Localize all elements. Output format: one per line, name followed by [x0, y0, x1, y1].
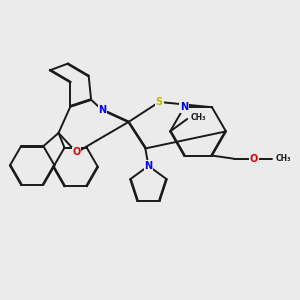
- Text: CH₃: CH₃: [275, 154, 291, 163]
- Text: CH₃: CH₃: [191, 113, 206, 122]
- Text: N: N: [144, 161, 152, 171]
- Text: O: O: [72, 148, 81, 158]
- Text: S: S: [156, 97, 163, 107]
- Text: O: O: [250, 154, 258, 164]
- Text: N: N: [98, 105, 106, 115]
- Text: N: N: [180, 102, 188, 112]
